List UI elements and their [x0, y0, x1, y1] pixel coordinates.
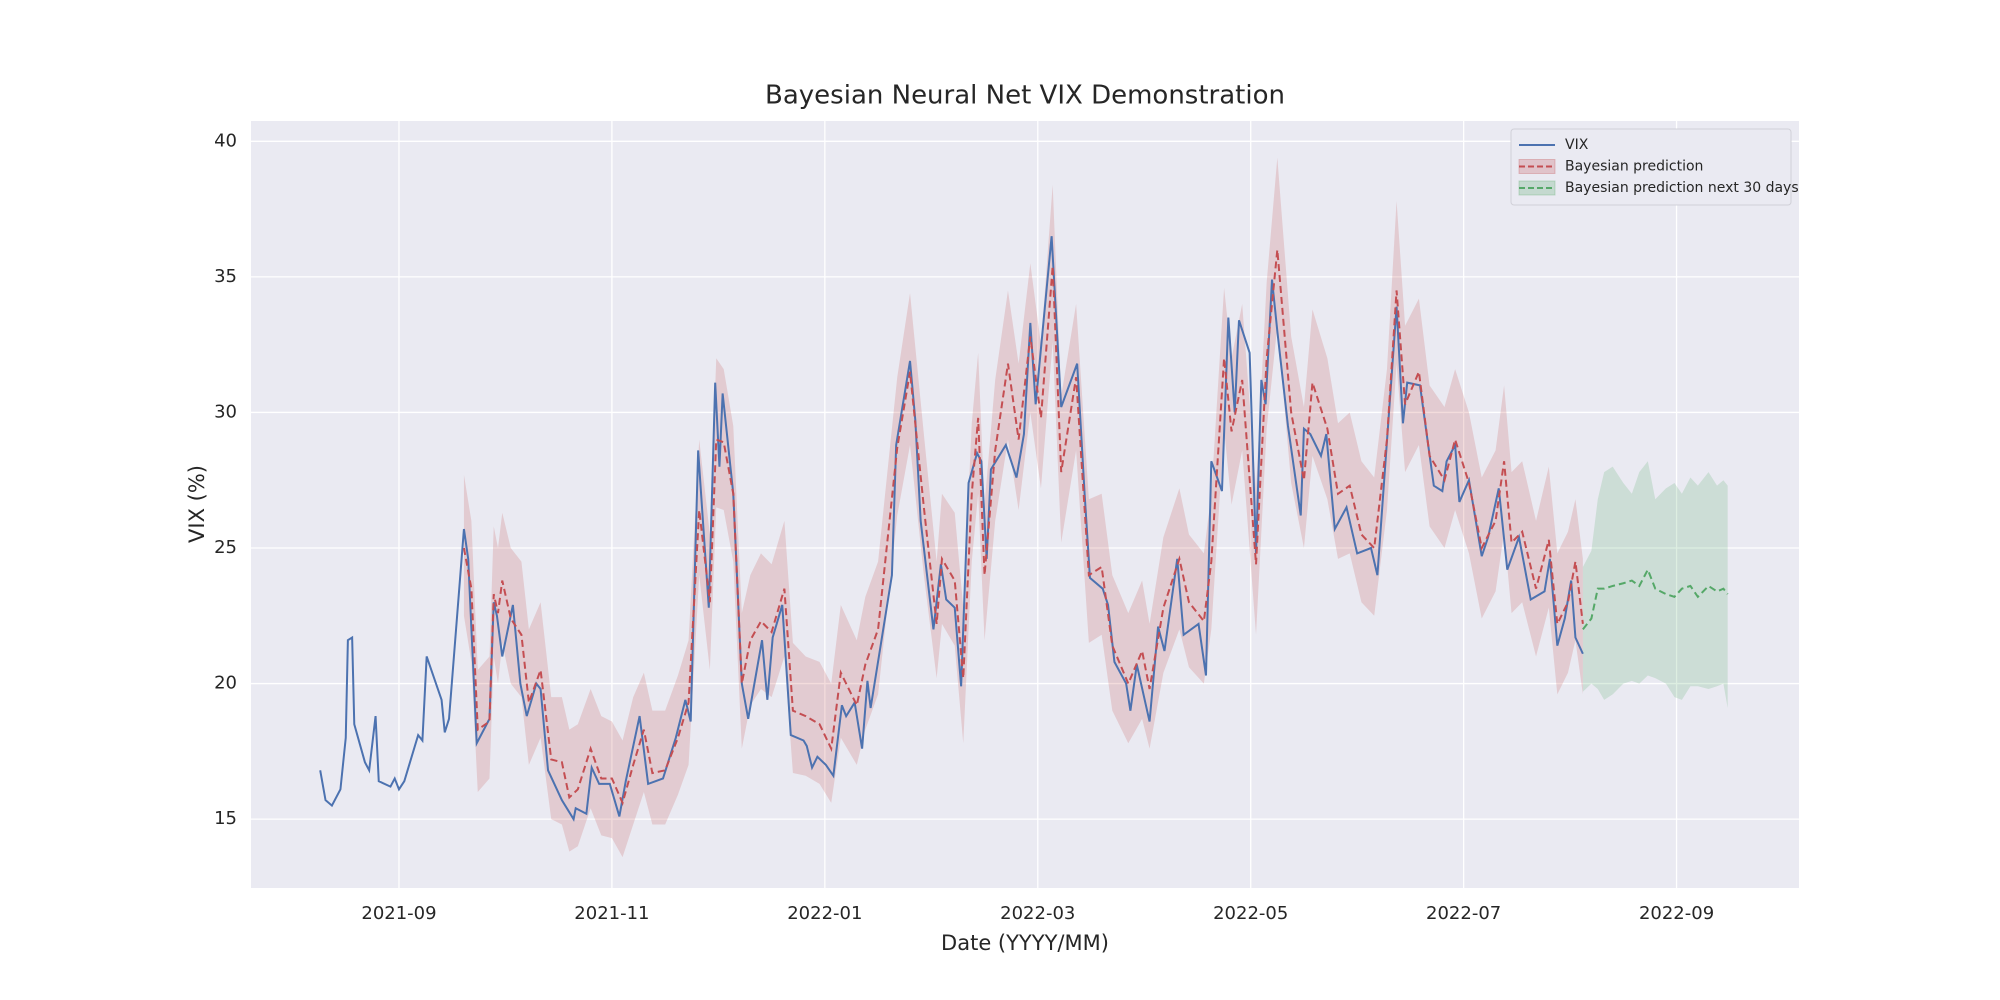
- x-tick-label: 2022-01: [787, 903, 862, 924]
- line: [319, 236, 1584, 822]
- x-tick-label: 2022-03: [1000, 903, 1075, 924]
- x-tick-label: 2022-09: [1639, 903, 1714, 924]
- chart-title: Bayesian Neural Net VIX Demonstration: [765, 81, 1285, 111]
- y-tick-label: 20: [214, 673, 237, 694]
- y-tick-label: 40: [214, 130, 237, 151]
- y-axis-label: VIX (%): [185, 465, 209, 543]
- x-tick-label: 2022-05: [1213, 903, 1288, 924]
- confidence-band: [463, 157, 1583, 858]
- legend-label: VIX: [1565, 137, 1589, 153]
- x-tick-label: 2022-07: [1426, 903, 1501, 924]
- confidence-band: [1582, 461, 1728, 708]
- y-tick-label: 30: [214, 401, 237, 422]
- x-axis-label: Date (YYYY/MM): [941, 931, 1109, 955]
- y-tick-label: 35: [214, 266, 237, 287]
- legend: VIX Bayesian prediction Bayesian predictio…: [1510, 128, 1799, 206]
- y-tick-label: 25: [214, 537, 237, 558]
- x-tick-label: 2021-11: [574, 903, 649, 924]
- legend-box: [1510, 128, 1792, 206]
- x-tick-label: 2021-09: [361, 903, 436, 924]
- legend-label: Bayesian prediction: [1565, 159, 1703, 175]
- legend-label: Bayesian prediction next 30 days: [1565, 180, 1799, 196]
- plot-area: [251, 121, 1799, 888]
- y-tick-label: 15: [214, 808, 237, 829]
- line: [1582, 567, 1729, 630]
